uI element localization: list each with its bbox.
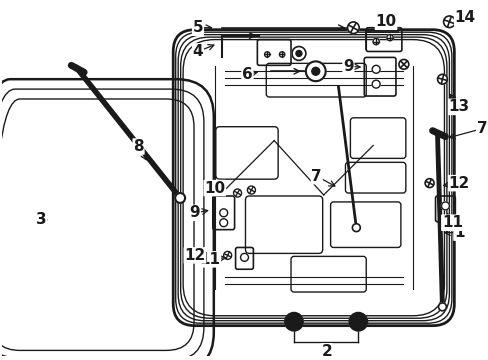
Circle shape [437,74,447,84]
Text: 2: 2 [321,344,331,359]
Circle shape [371,80,379,88]
Text: 3: 3 [36,212,47,227]
Circle shape [219,209,227,217]
Text: 4: 4 [192,44,203,59]
Circle shape [354,318,362,326]
Circle shape [279,52,284,57]
Text: 14: 14 [454,10,475,25]
Text: 1: 1 [453,225,464,240]
Text: 6: 6 [242,67,252,82]
Circle shape [352,224,360,231]
Text: 5: 5 [192,20,203,35]
Text: 7: 7 [476,121,487,136]
Circle shape [233,189,241,197]
Circle shape [295,50,301,57]
Text: 10: 10 [375,14,396,29]
Text: 12: 12 [184,248,205,263]
Text: 9: 9 [189,205,200,220]
Circle shape [349,313,366,330]
Circle shape [347,22,358,33]
Circle shape [398,59,408,69]
Circle shape [349,313,366,330]
Circle shape [305,61,325,81]
Circle shape [264,52,269,57]
Circle shape [219,219,227,227]
Text: 12: 12 [448,176,469,191]
Text: 13: 13 [448,99,469,114]
Circle shape [386,35,392,41]
Circle shape [240,253,248,261]
Circle shape [285,313,302,330]
Circle shape [372,39,379,45]
Circle shape [424,179,433,188]
Circle shape [291,46,305,60]
Circle shape [289,318,297,326]
Circle shape [311,67,319,75]
Circle shape [223,251,231,260]
Text: 8: 8 [133,139,143,154]
Circle shape [371,65,379,73]
Text: 7: 7 [311,169,322,184]
Text: 11: 11 [199,252,220,267]
Text: 11: 11 [441,215,462,230]
Circle shape [285,313,302,330]
Circle shape [247,186,255,194]
Circle shape [438,303,446,311]
Text: 10: 10 [204,181,225,195]
Circle shape [175,193,185,203]
Circle shape [443,16,454,28]
Circle shape [441,202,448,210]
Text: 9: 9 [343,59,353,74]
